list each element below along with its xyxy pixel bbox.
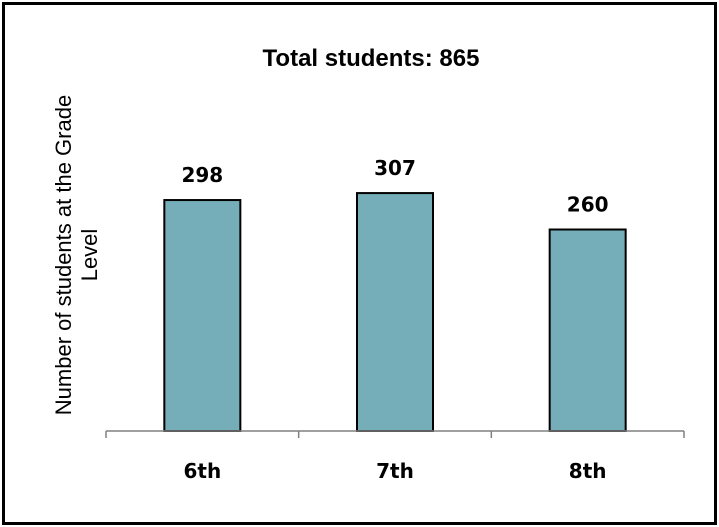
bar-7th	[356, 192, 434, 432]
x-tick-label-6th: 6th	[183, 459, 221, 483]
data-label-6th: 298	[181, 163, 223, 187]
data-label-7th: 307	[374, 156, 416, 180]
data-label-8th: 260	[567, 193, 609, 217]
bars-layer	[163, 192, 627, 432]
bar-8th	[548, 228, 627, 432]
y-axis-title-line-1: Number of students at the Grade	[51, 95, 76, 415]
x-tick-label-7th: 7th	[376, 459, 414, 483]
chart-title: Total students: 865	[263, 45, 480, 72]
bar-6th	[163, 199, 242, 432]
bar-chart: Total students: 865 Number of students a…	[51, 45, 685, 483]
y-axis-title-line-2: Level	[77, 229, 102, 282]
x-axis	[105, 430, 685, 438]
x-tick-label-8th: 8th	[569, 459, 607, 483]
labels-layer: 298 6th 307 7th 260 8th	[181, 156, 608, 483]
